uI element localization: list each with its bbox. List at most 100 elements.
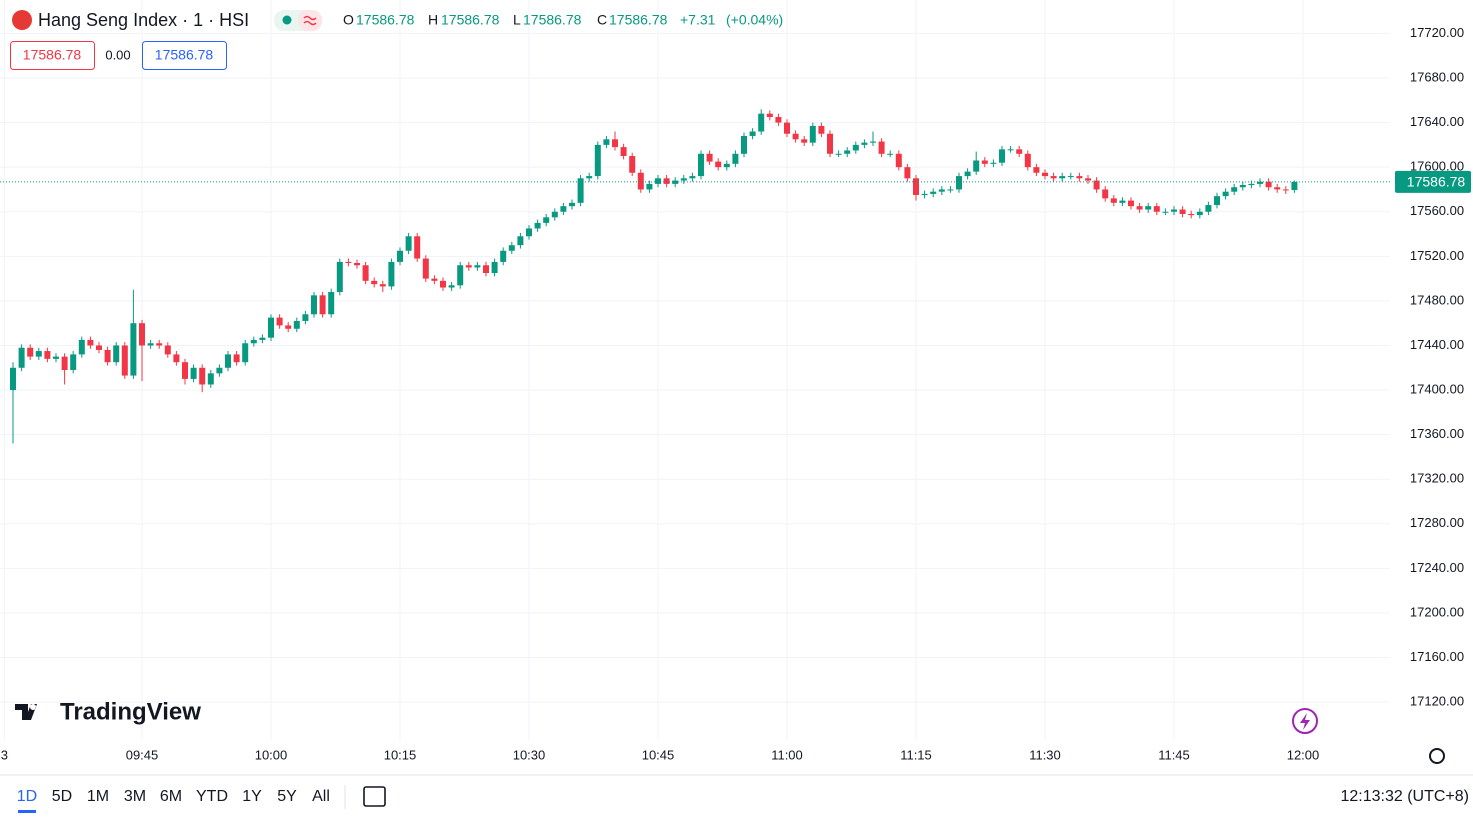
candle-body: [164, 345, 171, 355]
candle-body: [646, 183, 653, 190]
candle-body: [594, 144, 601, 177]
candle-body: [422, 258, 429, 279]
ohlc-value: 17586.78: [523, 12, 582, 28]
candle-body: [173, 354, 180, 363]
candle-body: [1291, 181, 1298, 191]
y-tick-label: 17520.00: [1410, 248, 1464, 263]
candle-body: [999, 149, 1005, 163]
candle-body: [680, 178, 687, 181]
candle-body: [336, 261, 343, 292]
candle-body: [947, 189, 954, 191]
y-tick-label: 17680.00: [1410, 69, 1464, 84]
candle-body: [775, 117, 782, 123]
range-button[interactable]: 1M: [87, 788, 109, 805]
candle-body: [371, 280, 378, 285]
logo-text: TradingView: [60, 698, 201, 725]
candle-body: [457, 265, 464, 286]
range-button[interactable]: YTD: [196, 788, 228, 805]
candle-body: [741, 135, 747, 154]
candle-body: [852, 144, 859, 151]
candle-body: [870, 141, 876, 143]
x-tick-label: 3: [1, 747, 8, 762]
candle-body: [87, 339, 94, 346]
range-button[interactable]: 6M: [160, 788, 182, 805]
candle-body: [629, 156, 636, 173]
candle-body: [1136, 206, 1143, 210]
candle-body: [1153, 206, 1160, 212]
candle-body: [285, 325, 292, 329]
candle-body: [250, 339, 257, 344]
settings-button[interactable]: [1429, 748, 1445, 764]
range-button[interactable]: All: [312, 788, 330, 805]
market-open-dot: [282, 15, 292, 25]
ohlc-letter: H: [428, 12, 438, 28]
candle-body: [809, 125, 816, 143]
y-tick-label: 17560.00: [1410, 203, 1464, 218]
range-button[interactable]: 3M: [124, 788, 146, 805]
ohlc-letter: O: [343, 12, 354, 28]
ohlc-value: 17586.78: [441, 12, 500, 28]
x-tick-label: 11:15: [900, 747, 932, 762]
candle-body: [190, 367, 197, 379]
buy-box[interactable]: [142, 41, 227, 70]
candle-body: [1196, 211, 1203, 216]
candle-body: [1214, 196, 1220, 206]
candle-body: [182, 362, 188, 379]
candle-body: [887, 153, 894, 155]
date-range-button[interactable]: [363, 786, 386, 807]
candle-body: [431, 278, 438, 281]
candle-body: [938, 189, 945, 192]
candle-body: [1257, 181, 1263, 184]
y-tick-label: 17400.00: [1410, 381, 1464, 396]
candle-body: [551, 211, 558, 218]
x-tick-label: 11:30: [1029, 747, 1061, 762]
candle-body: [139, 323, 145, 346]
candle-body: [1024, 153, 1031, 168]
candle-body: [10, 367, 16, 391]
candle-body: [981, 160, 988, 164]
candle-body: [414, 236, 421, 259]
candle-body: [973, 160, 980, 172]
candle-body: [1016, 149, 1023, 154]
candle-body: [156, 343, 163, 346]
candle-body: [483, 265, 489, 274]
range-button[interactable]: 5D: [52, 788, 72, 805]
y-tick-label: 17240.00: [1410, 560, 1464, 575]
y-tick-label: 17480.00: [1410, 292, 1464, 307]
candle-body: [44, 351, 51, 359]
candle-body: [1171, 209, 1177, 212]
range-button[interactable]: 1D: [17, 788, 37, 805]
candle-body: [27, 347, 34, 357]
candle-body: [1128, 200, 1134, 207]
chart-title[interactable]: Hang Seng Index · 1 · HSI: [38, 10, 249, 30]
ohlc-value: 17586.78: [609, 12, 668, 28]
candle-body: [543, 217, 550, 223]
candle-body: [1222, 191, 1229, 197]
clock[interactable]: 12:13:32 (UTC+8): [1340, 788, 1469, 805]
sell-box[interactable]: [10, 41, 95, 70]
candle-body: [1085, 178, 1091, 181]
candle-body: [921, 193, 928, 196]
candle-body: [964, 171, 971, 177]
y-tick-label: 17720.00: [1410, 25, 1464, 40]
candle-body: [835, 153, 842, 155]
candle-body: [792, 133, 799, 140]
range-button[interactable]: 1Y: [242, 788, 262, 805]
x-tick-label: 11:45: [1158, 747, 1190, 762]
candle-body: [1042, 172, 1048, 177]
candle-body: [328, 291, 335, 315]
candle-body: [199, 367, 206, 385]
candle-body: [517, 236, 524, 246]
candle-body: [663, 178, 670, 184]
candle-body: [474, 265, 481, 268]
range-button[interactable]: 5Y: [277, 788, 297, 805]
delay-pill: [298, 10, 322, 31]
y-tick-label: 17160.00: [1410, 649, 1464, 664]
symbol-logo: [12, 10, 32, 30]
candle-body: [749, 131, 756, 136]
candle-body: [689, 176, 696, 179]
candle-body: [1067, 176, 1074, 178]
ohlc-letter: L: [513, 12, 521, 28]
candle-body: [586, 176, 593, 179]
